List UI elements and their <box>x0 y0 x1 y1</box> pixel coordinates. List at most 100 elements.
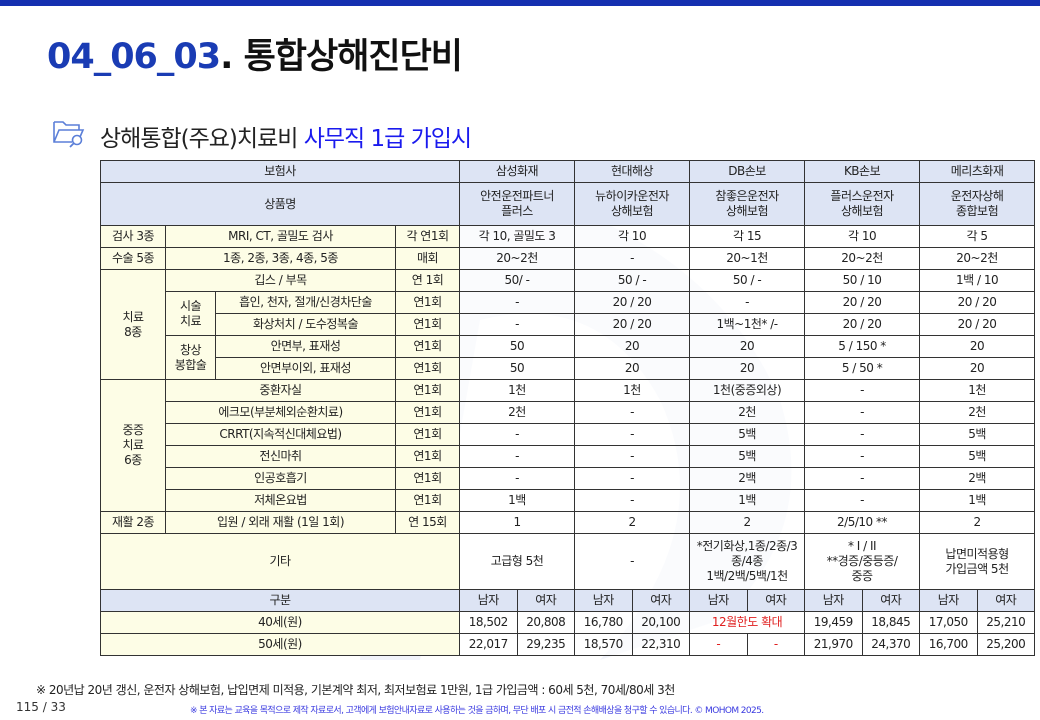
table-row: 시술 치료 흡인, 천자, 절개/신경차단술 연1회 -20 / 20-20 / 20… <box>101 291 1036 336</box>
premium-value: 18,502 <box>459 611 518 634</box>
benefit-value: - <box>689 291 806 314</box>
table-row: 40세(원) 18,502 20,808 16,780 20,100 12월한도 확대 19… <box>100 611 1036 634</box>
female-header: 여자 <box>516 589 576 612</box>
company-name: 메리츠화재 <box>919 160 1036 183</box>
benefit-value: 50 / - <box>689 269 806 292</box>
table-row: 치료 8종 깁스 / 부목 연 1회 50/ -50 / -50 / -50 / 10… <box>100 269 1036 380</box>
row-frequency: 연1회 <box>395 335 460 358</box>
benefit-value: 50 <box>458 335 576 358</box>
male-header: 남자 <box>459 589 518 612</box>
company-name: DB손보 <box>689 160 806 183</box>
benefit-value: 1천 <box>574 379 691 402</box>
row-category: 재활 2종 <box>100 511 166 534</box>
benefit-value: 20~2천 <box>919 247 1036 270</box>
benefit-value: 50 / 10 <box>804 269 921 292</box>
benefit-value: 5 / 150 * <box>804 335 921 358</box>
row-item: 인공호흡기 <box>165 467 396 490</box>
table-row: CRRT(지속적신대체요법) 연1회 - -5백 -5백 <box>101 423 1036 446</box>
benefit-value: 20 / 20 <box>574 291 691 314</box>
benefit-value: 2백 <box>919 467 1036 490</box>
premium-value: 16,700 <box>919 633 978 656</box>
benefit-value: - <box>574 489 691 512</box>
product-name: 플러스운전자 상해보험 <box>804 182 921 226</box>
page-number: 115 / 33 <box>16 700 66 714</box>
row-frequency: 연 1회 <box>395 269 460 292</box>
benefit-value: 2천 <box>689 401 806 424</box>
row-item: 흡인, 천자, 절개/신경차단술 <box>215 291 396 314</box>
premium-value: 18,570 <box>574 633 633 656</box>
benefit-value: 1천 <box>458 379 576 402</box>
premium-value: 18,845 <box>861 611 921 634</box>
male-header: 남자 <box>804 589 863 612</box>
benefit-value: - <box>574 423 691 446</box>
benefit-value: 20 / 20 <box>919 291 1036 314</box>
female-header: 여자 <box>631 589 691 612</box>
benefit-value: - <box>458 313 576 336</box>
benefit-value: - <box>574 445 691 468</box>
product-header-label: 상품명 <box>100 182 460 226</box>
table-row: 안면부이외, 표재성 연1회 50 20 20 5 / 50 * 20 <box>101 357 1036 380</box>
table-row: 에크모(부분체외순환치료) 연1회 2천 -2천 -2천 <box>101 401 1036 424</box>
row-item: 안면부, 표재성 <box>215 335 396 358</box>
table-row: 재활 2종 입원 / 외래 재활 (1일 1회) 연 15회 1 2 2 2/5/10 **… <box>100 511 1036 534</box>
row-frequency: 연1회 <box>395 291 460 314</box>
row-frequency: 연1회 <box>395 445 460 468</box>
row-frequency: 연 15회 <box>395 511 460 534</box>
benefit-value: 1백 <box>689 489 806 512</box>
benefit-value: 2/5/10 ** <box>804 511 921 534</box>
benefit-value: 50 <box>458 357 576 380</box>
row-subcategory: 창상 봉합술 <box>165 335 216 380</box>
premium-value: 20,808 <box>516 611 576 634</box>
company-header-label: 보험사 <box>100 160 460 183</box>
benefit-value: 1백~1천* /- <box>689 313 806 336</box>
benefit-value: 2천 <box>919 401 1036 424</box>
male-header: 남자 <box>689 589 748 612</box>
row-item: 에크모(부분체외순환치료) <box>165 401 396 424</box>
page-title: 04_06_03. 통합상해진단비 <box>47 28 463 79</box>
benefit-value: 5백 <box>689 445 806 468</box>
benefit-value: 2 <box>919 511 1036 534</box>
benefit-value: 20 <box>574 335 691 358</box>
row-frequency: 연1회 <box>395 313 460 336</box>
row-item: 입원 / 외래 재활 (1일 1회) <box>165 511 396 534</box>
row-category: 치료 8종 <box>100 269 166 380</box>
premium-value: 22,017 <box>459 633 518 656</box>
product-name: 참좋은운전자 상해보험 <box>689 182 806 226</box>
table-row: 전신마취 연1회 - -5백 -5백 <box>101 445 1036 468</box>
benefit-value: - <box>574 247 691 270</box>
subtitle-text: 상해통합(주요)치료비 <box>100 126 298 152</box>
benefit-value: 2 <box>574 511 691 534</box>
product-name: 안전운전파트너 플러스 <box>458 182 576 226</box>
row-item: 저체온요법 <box>165 489 396 512</box>
table-row: 화상처치 / 도수정복술 연1회 -20 / 20 1백~1천* /- 20 / 20 2… <box>101 313 1036 336</box>
premium-value: 21,970 <box>804 633 863 656</box>
benefit-value: - <box>574 467 691 490</box>
benefit-value: 20~1천 <box>689 247 806 270</box>
premium-value: 16,780 <box>574 611 633 634</box>
table-row: 인공호흡기 연1회 - -2백 -2백 <box>101 467 1036 490</box>
premium-age-label: 50세(원) <box>100 633 460 656</box>
row-item: 1종, 2종, 3종, 4종, 5종 <box>165 247 396 270</box>
benefit-value: 20 <box>689 335 806 358</box>
table-row: 창상 봉합술 안면부, 표재성 연1회 50 20 20 5 / 150 * 20 <box>101 335 1036 380</box>
premium-value: 19,459 <box>804 611 863 634</box>
benefit-value: - <box>458 291 576 314</box>
benefit-value: 20 <box>574 357 691 380</box>
benefit-value: - <box>804 401 921 424</box>
row-item: CRRT(지속적신대체요법) <box>165 423 396 446</box>
company-name: 현대해상 <box>574 160 691 183</box>
benefit-value: - <box>804 423 921 446</box>
row-frequency: 연1회 <box>395 423 460 446</box>
benefit-value: 5백 <box>919 445 1036 468</box>
benefit-value: - <box>574 401 691 424</box>
benefit-value: - <box>804 489 921 512</box>
title-text: . 통합상해진단비 <box>220 37 463 77</box>
premium-value: 29,235 <box>516 633 576 656</box>
benefit-value: 각 10 <box>574 225 691 248</box>
row-frequency: 연1회 <box>395 357 460 380</box>
benefit-value: 20 / 20 <box>804 291 921 314</box>
premium-value: 25,210 <box>976 611 1036 634</box>
benefit-value: 1 <box>458 511 576 534</box>
premium-age-label: 40세(원) <box>100 611 460 634</box>
benefit-value: 50 / - <box>574 269 691 292</box>
